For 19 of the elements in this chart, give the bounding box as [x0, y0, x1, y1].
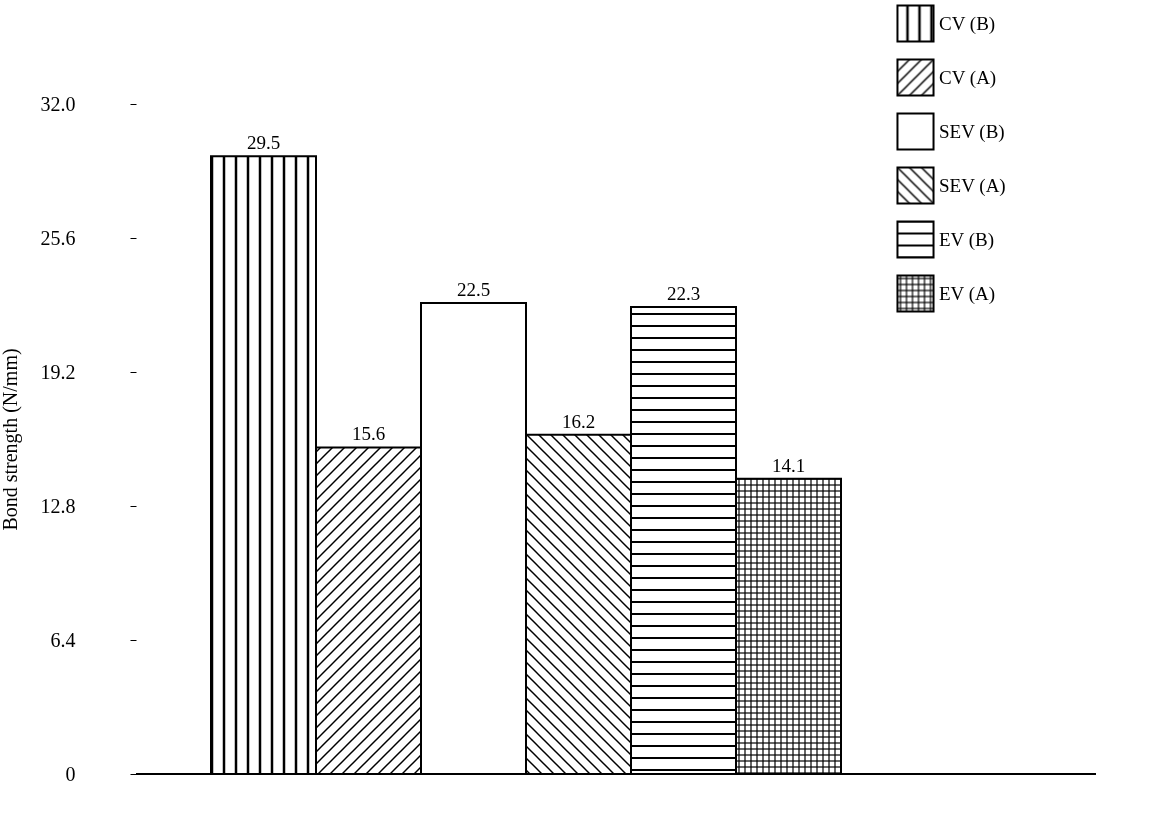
- legend-label: SEV (A): [939, 174, 1006, 197]
- data-label: 22.5: [456, 278, 491, 300]
- legend-label: CV (B): [939, 12, 996, 35]
- y-tick-label: 25.6: [40, 226, 76, 249]
- data-label: 29.5: [246, 132, 281, 154]
- legend-label: EV (A): [939, 282, 996, 305]
- y-tick-label: 12.8: [40, 494, 76, 517]
- legend-label: EV (B): [939, 228, 995, 251]
- y-tick-label: 0: [65, 762, 76, 785]
- data-label: 15.6: [351, 423, 386, 445]
- y-tick-label: 19.2: [40, 360, 76, 383]
- data-label: 22.3: [666, 283, 701, 305]
- y-tick-label: 6.4: [50, 628, 76, 651]
- y-axis-title: Bond strength (N/mm): [0, 348, 22, 531]
- legend-label: CV (A): [939, 66, 997, 89]
- y-tick-label: 32.0: [40, 92, 76, 115]
- data-label: 14.1: [771, 454, 806, 476]
- data-label: 16.2: [561, 410, 596, 432]
- legend-label: SEV (B): [939, 120, 1005, 143]
